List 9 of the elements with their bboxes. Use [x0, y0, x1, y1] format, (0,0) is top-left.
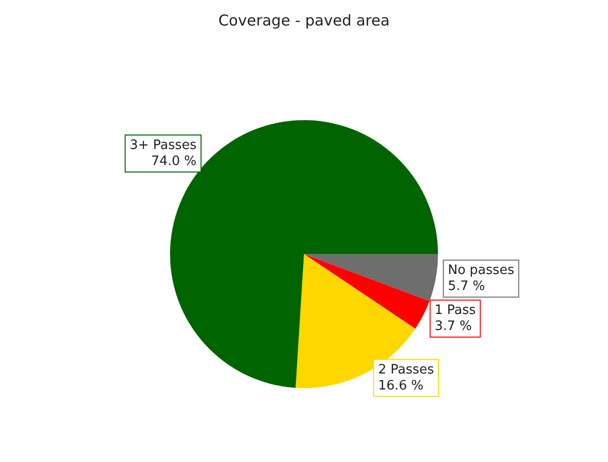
slice-label: 1 Pass	[434, 303, 476, 318]
slice-label: 2 Passes	[378, 362, 434, 378]
data-label: 5.7 %	[448, 279, 486, 294]
data-label: 3.7 %	[434, 319, 472, 334]
data-label: 16.6 %	[378, 378, 424, 394]
slice-label: No passes	[448, 263, 514, 278]
data-label: 74.0 %	[151, 154, 197, 170]
chart-title: Coverage - paved area	[218, 12, 390, 30]
slice-label: 3+ Passes	[130, 138, 197, 154]
